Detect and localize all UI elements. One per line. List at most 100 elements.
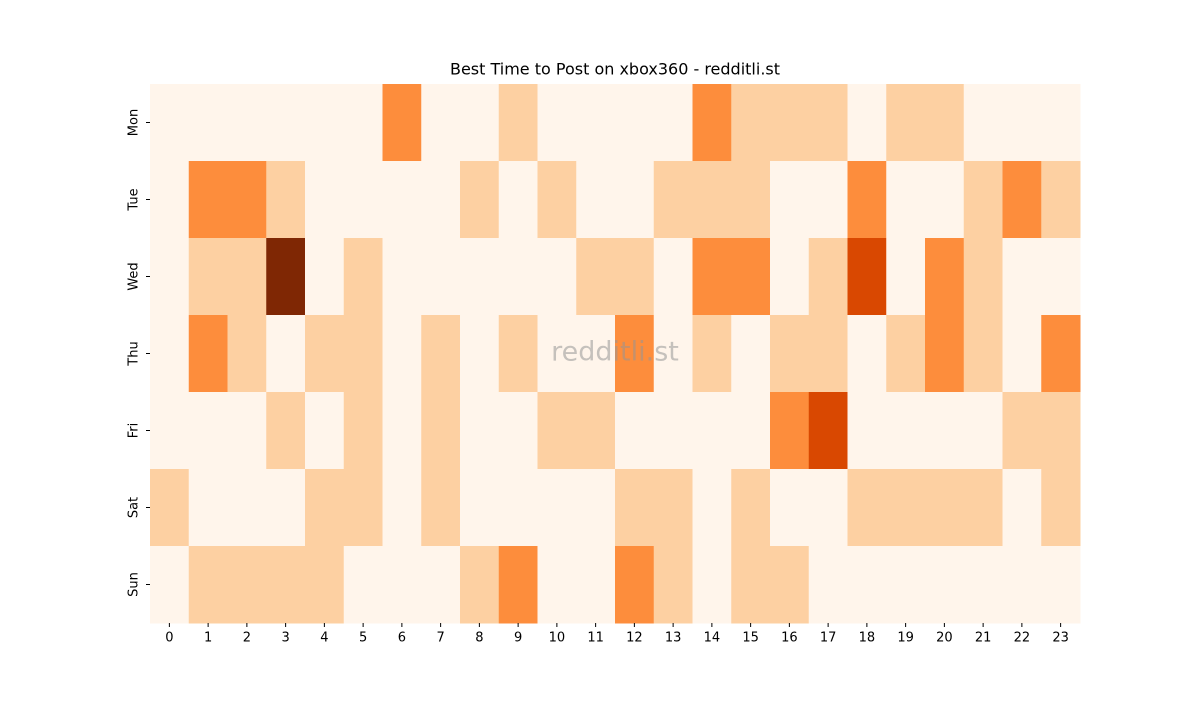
- heat-cell: [925, 161, 965, 239]
- x-tick-label: 16: [781, 631, 798, 646]
- heat-cell: [305, 392, 345, 470]
- heat-cell: [653, 161, 693, 239]
- heat-cell: [808, 84, 848, 162]
- heat-cell: [925, 469, 965, 547]
- heat-cell: [382, 84, 422, 162]
- heat-cell: [227, 469, 267, 547]
- heat-cell: [692, 546, 732, 624]
- heat-cell: [731, 469, 771, 547]
- heat-cell: [615, 84, 655, 162]
- heat-cell: [382, 469, 422, 547]
- heatmap-cells: [150, 84, 1081, 624]
- heat-cell: [343, 392, 383, 470]
- heat-cell: [1041, 315, 1081, 393]
- heat-cell: [188, 392, 228, 470]
- heat-cell: [498, 469, 538, 547]
- heat-cell: [886, 315, 926, 393]
- heat-cell: [963, 84, 1003, 162]
- heat-cell: [343, 238, 383, 316]
- heat-cell: [305, 84, 345, 162]
- heat-cell: [227, 546, 267, 624]
- heat-cell: [460, 84, 500, 162]
- heat-cell: [227, 315, 267, 393]
- heat-cell: [692, 84, 732, 162]
- heat-cell: [498, 392, 538, 470]
- heat-cell: [421, 161, 461, 239]
- heat-cell: [770, 469, 810, 547]
- x-tick-label: 5: [359, 631, 367, 646]
- heat-cell: [576, 238, 616, 316]
- heat-cell: [227, 392, 267, 470]
- heat-cell: [1041, 392, 1081, 470]
- heat-cell: [886, 84, 926, 162]
- heat-cell: [576, 315, 616, 393]
- heat-cell: [963, 546, 1003, 624]
- heat-cell: [188, 315, 228, 393]
- heat-cell: [266, 161, 306, 239]
- heat-cell: [188, 469, 228, 547]
- heat-cell: [808, 546, 848, 624]
- heat-cell: [537, 84, 577, 162]
- y-tick-label: Sat: [127, 497, 142, 518]
- x-tick-label: 17: [820, 631, 837, 646]
- heat-cell: [150, 392, 190, 470]
- heat-cell: [266, 392, 306, 470]
- heat-cell: [498, 84, 538, 162]
- heat-cell: [653, 315, 693, 393]
- heat-cell: [382, 315, 422, 393]
- heat-cell: [615, 469, 655, 547]
- y-tick-label: Sun: [127, 572, 142, 597]
- heat-cell: [266, 238, 306, 316]
- heat-cell: [1002, 161, 1042, 239]
- heat-cell: [421, 84, 461, 162]
- heat-cell: [537, 392, 577, 470]
- heat-cell: [770, 546, 810, 624]
- heat-cell: [498, 238, 538, 316]
- heat-cell: [847, 161, 887, 239]
- heat-cell: [537, 546, 577, 624]
- x-tick-label: 8: [475, 631, 483, 646]
- heat-cell: [305, 315, 345, 393]
- heat-cell: [963, 469, 1003, 547]
- heat-cell: [847, 84, 887, 162]
- heat-cell: [731, 546, 771, 624]
- heat-cell: [847, 238, 887, 316]
- heat-cell: [537, 161, 577, 239]
- heat-cell: [343, 84, 383, 162]
- heat-cell: [1002, 238, 1042, 316]
- heat-cell: [188, 238, 228, 316]
- x-tick-label: 9: [514, 631, 522, 646]
- heat-cell: [925, 392, 965, 470]
- heat-cell: [421, 546, 461, 624]
- x-tick-label: 14: [704, 631, 721, 646]
- heat-cell: [692, 315, 732, 393]
- heat-cell: [1041, 469, 1081, 547]
- y-tick-label: Tue: [127, 188, 142, 211]
- heat-cell: [460, 315, 500, 393]
- y-tick-label: Wed: [127, 262, 142, 290]
- heat-cell: [460, 469, 500, 547]
- heat-cell: [343, 469, 383, 547]
- heat-cell: [460, 392, 500, 470]
- heat-cell: [615, 392, 655, 470]
- heat-cell: [847, 469, 887, 547]
- heat-cell: [421, 315, 461, 393]
- heat-cell: [305, 238, 345, 316]
- heat-cell: [460, 161, 500, 239]
- x-tick-label: 12: [626, 631, 643, 646]
- heat-cell: [731, 238, 771, 316]
- heat-cell: [150, 238, 190, 316]
- heat-cell: [1002, 315, 1042, 393]
- heat-cell: [653, 546, 693, 624]
- heat-cell: [382, 392, 422, 470]
- x-tick-label: 4: [320, 631, 328, 646]
- x-tick-label: 20: [936, 631, 953, 646]
- x-tick-label: 13: [665, 631, 682, 646]
- heat-cell: [576, 546, 616, 624]
- heat-cell: [537, 469, 577, 547]
- heat-cell: [343, 315, 383, 393]
- heat-cell: [770, 392, 810, 470]
- heat-cell: [150, 546, 190, 624]
- x-tick-label: 19: [897, 631, 914, 646]
- heat-cell: [460, 238, 500, 316]
